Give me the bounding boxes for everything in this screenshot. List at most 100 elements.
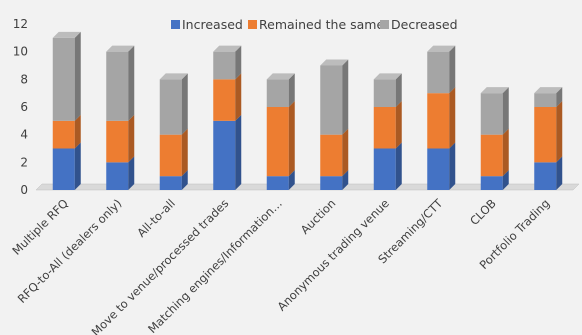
bar-stack [480,87,509,190]
legend-item: Increased [171,17,243,32]
bar-increased-side [181,170,188,190]
bar-top-face [427,45,456,52]
bar-remained-the-same-side [181,128,188,177]
bar-remained-the-same-side [288,101,295,177]
bar-increased-side [74,142,81,190]
legend-item: Decreased [380,17,458,32]
bar-remained-the-same-side [502,128,509,177]
bar-remained-the-same [480,134,503,177]
bar-top-face [159,73,188,80]
bar-stack [320,59,349,190]
bar-increased [427,148,450,190]
bar-decreased [480,93,503,135]
bar-remained-the-same [52,120,75,149]
bar-decreased-side [181,73,188,135]
bar-top-face [373,73,402,80]
bar-increased [534,162,557,190]
bar-increased-side [395,142,402,190]
y-tick-label: 10 [13,45,28,59]
bar-increased-side [556,156,563,190]
bar-increased-side [449,142,456,190]
bar-remained-the-same [534,107,557,163]
bar-top-face [213,45,242,52]
y-tick-label: 8 [20,72,28,86]
legend-label: Remained the same [259,17,384,32]
bar-remained-the-same-side [235,73,242,121]
bar-decreased [52,37,75,121]
bar-increased [52,148,75,190]
bar-decreased [213,51,236,80]
bar-increased [320,176,343,190]
bar-stack [159,73,188,190]
bar-increased [213,120,236,190]
bar-top-face [106,45,135,52]
bar-decreased-side [342,59,349,135]
bar-remained-the-same [266,107,289,177]
y-tick-label: 2 [20,155,28,169]
bar-decreased [106,51,129,121]
legend-item: Remained the same [248,17,384,32]
bar-remained-the-same [373,107,396,149]
legend-swatch [380,20,389,29]
bar-increased-side [235,114,242,190]
y-tick-label: 6 [20,100,28,114]
bar-decreased [427,51,450,94]
bar-decreased [266,79,289,107]
bar-decreased-side [395,73,402,107]
bar-stack [534,87,563,190]
bar-remained-the-same-side [449,87,456,149]
bars [52,31,563,190]
bar-stack [213,45,242,190]
y-tick-label: 0 [20,183,28,197]
bar-increased [159,176,182,190]
bar-decreased-side [556,87,563,107]
bar-increased [480,176,503,190]
bar-decreased [534,93,557,107]
bar-top-face [534,87,563,94]
legend-swatch [248,20,257,29]
bar-remained-the-same [159,134,182,177]
bar-decreased-side [74,31,81,121]
bar-decreased [373,79,396,107]
bar-remained-the-same-side [556,101,563,163]
bar-stack [373,73,402,190]
bar-decreased [320,65,343,135]
bar-decreased [159,79,182,135]
bar-decreased-side [235,45,242,80]
bar-remained-the-same [427,93,450,149]
bar-decreased-side [288,73,295,107]
bar-remained-the-same-side [342,128,349,177]
bar-stack [427,45,456,190]
bar-remained-the-same [320,134,343,177]
bar-stack [266,73,295,190]
bar-remained-the-same-side [128,114,135,163]
bar-decreased-side [449,45,456,94]
bar-increased [266,176,289,190]
y-axis: 0 2 4 6 8 10 12 [13,17,28,197]
bar-increased [106,162,129,190]
legend: Increased Remained the same Decreased [171,17,458,32]
bar-remained-the-same [106,120,129,163]
legend-label: Increased [182,17,243,32]
legend-swatch [171,20,180,29]
bar-increased-side [342,170,349,190]
y-tick-label: 12 [13,17,28,31]
bar-decreased-side [502,87,509,135]
bar-remained-the-same-side [395,101,402,149]
legend-label: Decreased [391,17,458,32]
bar-remained-the-same-side [74,114,81,149]
bar-increased [373,148,396,190]
bar-increased-side [502,170,509,190]
bar-stack [52,31,81,190]
y-tick-label: 4 [20,128,28,142]
bar-increased-side [288,170,295,190]
bar-decreased-side [128,45,135,121]
bar-increased-side [128,156,135,190]
bar-top-face [52,31,81,38]
bar-top-face [480,87,509,94]
bar-remained-the-same [213,79,236,121]
bar-top-face [320,59,349,66]
bar-stack [106,45,135,190]
